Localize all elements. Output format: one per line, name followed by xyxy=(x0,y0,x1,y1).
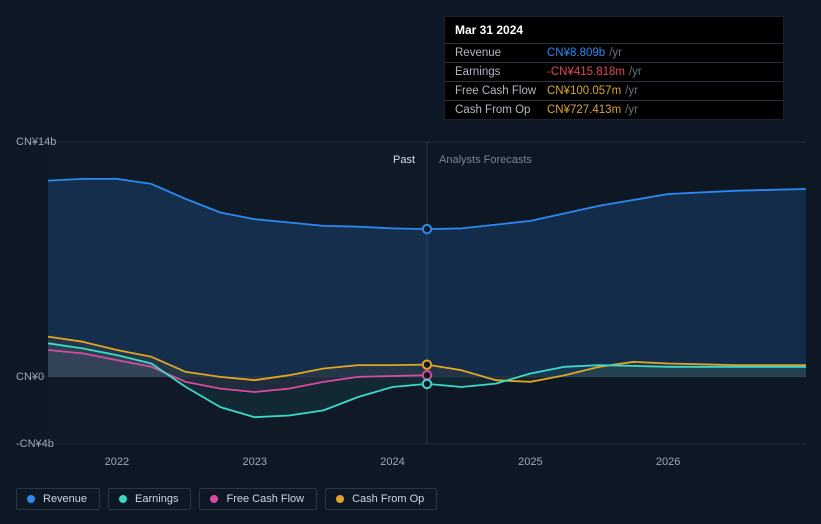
tooltip-row-earnings: Earnings -CN¥415.818m /yr xyxy=(445,63,783,82)
legend-item-cfo[interactable]: Cash From Op xyxy=(325,488,437,510)
region-label-forecast: Analysts Forecasts xyxy=(439,154,532,166)
legend-dot-icon xyxy=(119,495,127,503)
tooltip-value: CN¥727.413m xyxy=(547,104,621,116)
legend-item-fcf[interactable]: Free Cash Flow xyxy=(199,488,317,510)
legend-dot-icon xyxy=(336,495,344,503)
legend-dot-icon xyxy=(27,495,35,503)
x-tick-label: 2024 xyxy=(380,456,404,468)
tooltip-row-cfo: Cash From Op CN¥727.413m /yr xyxy=(445,101,783,119)
x-tick-label: 2026 xyxy=(656,456,680,468)
chart-tooltip: Mar 31 2024 Revenue CN¥8.809b /yr Earnin… xyxy=(444,16,784,120)
tooltip-unit: /yr xyxy=(609,47,622,59)
tooltip-label: Earnings xyxy=(455,66,547,78)
tooltip-row-revenue: Revenue CN¥8.809b /yr xyxy=(445,44,783,63)
tooltip-value: CN¥100.057m xyxy=(547,85,621,97)
tooltip-title: Mar 31 2024 xyxy=(445,17,783,44)
y-tick-label: CN¥14b xyxy=(16,136,76,148)
legend-label: Revenue xyxy=(43,493,87,505)
tooltip-unit: /yr xyxy=(625,85,638,97)
tooltip-label: Revenue xyxy=(455,47,547,59)
tooltip-label: Cash From Op xyxy=(455,104,547,116)
tooltip-unit: /yr xyxy=(629,66,642,78)
x-tick-label: 2025 xyxy=(518,456,542,468)
tooltip-unit: /yr xyxy=(625,104,638,116)
chart-legend: Revenue Earnings Free Cash Flow Cash Fro… xyxy=(16,488,437,510)
legend-label: Cash From Op xyxy=(352,493,424,505)
legend-dot-icon xyxy=(210,495,218,503)
x-tick-label: 2023 xyxy=(242,456,266,468)
legend-item-revenue[interactable]: Revenue xyxy=(16,488,100,510)
y-tick-label: CN¥0 xyxy=(16,371,76,383)
legend-label: Earnings xyxy=(135,493,178,505)
legend-label: Free Cash Flow xyxy=(226,493,304,505)
tooltip-value: CN¥8.809b xyxy=(547,47,605,59)
tooltip-value: -CN¥415.818m xyxy=(547,66,625,78)
tooltip-row-fcf: Free Cash Flow CN¥100.057m /yr xyxy=(445,82,783,101)
region-label-past: Past xyxy=(393,154,415,166)
legend-item-earnings[interactable]: Earnings xyxy=(108,488,191,510)
x-tick-label: 2022 xyxy=(105,456,129,468)
y-tick-label: -CN¥4b xyxy=(16,438,76,450)
tooltip-label: Free Cash Flow xyxy=(455,85,547,97)
